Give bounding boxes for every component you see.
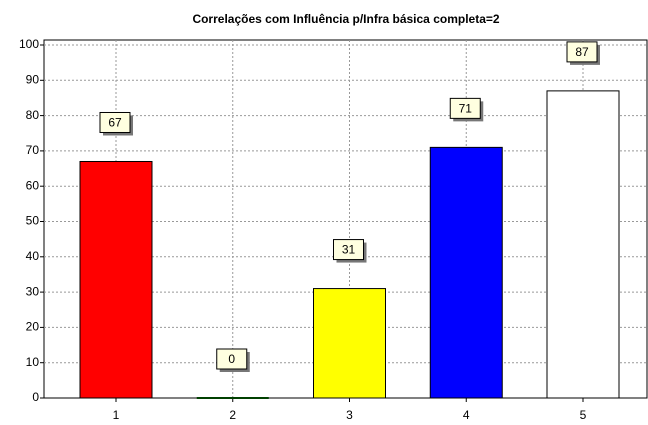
x-tick-label: 4 [463, 408, 470, 422]
data-label: 67 [108, 116, 122, 130]
label-box [216, 348, 248, 370]
y-tick-label: 100 [19, 37, 39, 51]
label-box [449, 97, 481, 119]
bar [313, 288, 386, 399]
data-label: 87 [575, 45, 589, 59]
y-tick-label: 40 [26, 249, 40, 263]
bar [429, 146, 503, 399]
y-tick-label: 70 [26, 143, 40, 157]
data-label: 31 [342, 243, 356, 257]
y-tick-label: 20 [26, 320, 40, 334]
y-tick-label: 80 [26, 108, 40, 122]
y-tick-label: 60 [26, 178, 40, 192]
bar [79, 160, 153, 399]
x-tick-label: 3 [346, 408, 353, 422]
bar [546, 90, 620, 399]
data-label: 0 [228, 352, 235, 366]
x-tick-label: 2 [229, 408, 236, 422]
y-tick-label: 10 [26, 355, 40, 369]
label-box [566, 41, 598, 63]
y-tick-label: 90 [26, 72, 40, 86]
label-box [99, 111, 131, 133]
data-label: 71 [459, 102, 473, 116]
y-tick-label: 30 [26, 284, 40, 298]
y-tick-label: 50 [26, 214, 40, 228]
chart-title: Correlações com Influência p/Infra básic… [192, 12, 499, 26]
x-tick-label: 5 [580, 408, 587, 422]
y-tick-label: 0 [32, 390, 39, 404]
x-tick-label: 1 [113, 408, 120, 422]
label-box [333, 239, 364, 261]
